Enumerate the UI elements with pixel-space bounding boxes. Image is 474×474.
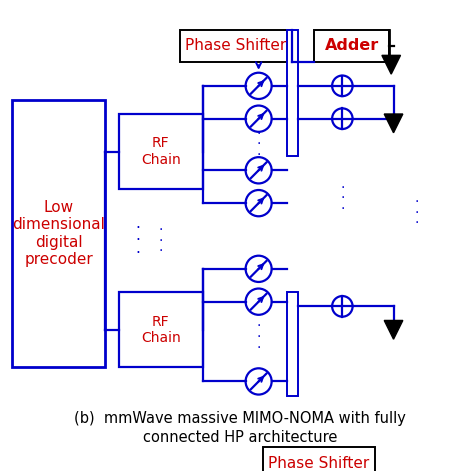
Bar: [180, 29, 291, 63]
Bar: [287, 292, 298, 395]
Bar: [12, 100, 105, 367]
Text: Phase Shifter: Phase Shifter: [185, 38, 286, 54]
Polygon shape: [384, 320, 403, 339]
Text: RF
Chain: RF Chain: [141, 137, 181, 167]
Text: ·
·
·: · · ·: [135, 220, 140, 261]
Text: Low
dimensional
digital
precoder: Low dimensional digital precoder: [12, 200, 105, 267]
Bar: [263, 447, 375, 474]
Text: connected HP architecture: connected HP architecture: [143, 430, 337, 445]
Text: RF
Chain: RF Chain: [141, 315, 181, 345]
Text: ·
·
·: · · ·: [159, 223, 163, 258]
Text: ·
·
·: · · ·: [256, 127, 261, 162]
Bar: [287, 29, 298, 156]
Text: Phase Shifter: Phase Shifter: [268, 456, 370, 471]
Bar: [119, 292, 203, 367]
Bar: [119, 114, 203, 189]
Text: ·
·
·: · · ·: [415, 195, 419, 230]
Polygon shape: [382, 55, 401, 74]
Text: ·
·
·: · · ·: [256, 319, 261, 355]
Bar: [314, 29, 389, 63]
Polygon shape: [384, 114, 403, 133]
Text: (b)  mmWave massive MIMO-NOMA with fully: (b) mmWave massive MIMO-NOMA with fully: [74, 411, 406, 427]
Text: Adder: Adder: [325, 38, 379, 54]
Text: ·
·
·: · · ·: [340, 181, 345, 216]
